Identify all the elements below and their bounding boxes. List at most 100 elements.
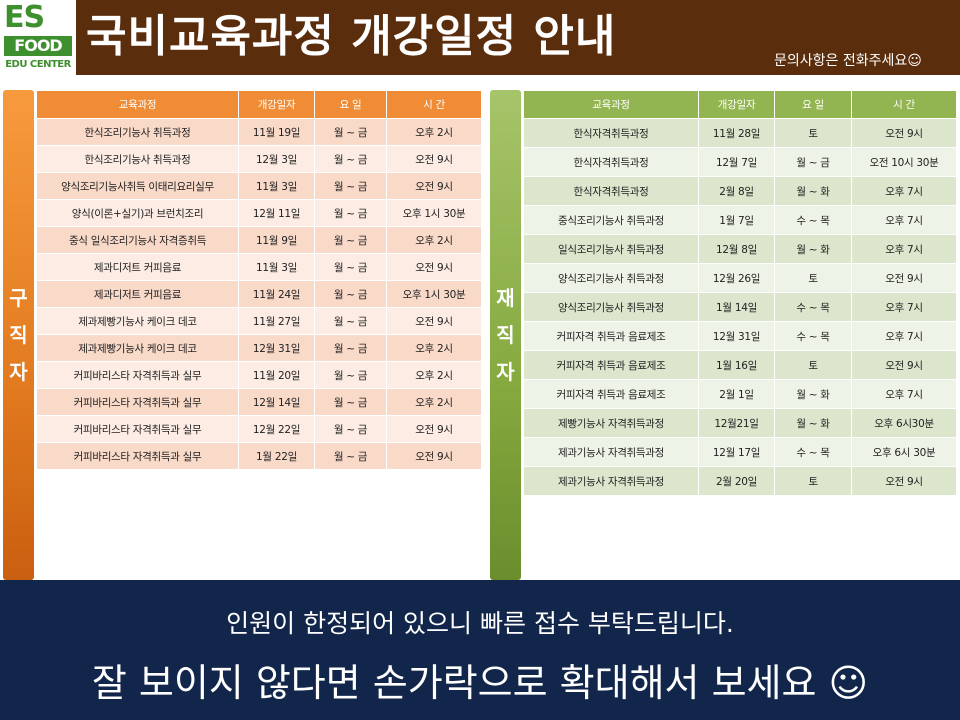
- start-date-cell: 1월 14일: [698, 292, 775, 322]
- course-name-cell: 커피바리스타 자격취득과 실무: [36, 361, 239, 389]
- start-date-cell: 2월 1일: [698, 379, 775, 409]
- logo-es-text: ES: [4, 0, 45, 35]
- column-header: 교육과정: [523, 90, 699, 119]
- time-cell: 오후 7시: [851, 321, 957, 351]
- start-date-cell: 12월 11일: [238, 199, 315, 227]
- weekday-cell: 월 ~ 금: [314, 253, 387, 281]
- time-cell: 오후 2시: [386, 334, 482, 362]
- weekday-cell: 토: [774, 350, 852, 380]
- tab-char: 자: [496, 359, 515, 384]
- table-row: 양식조리기능사 취득과정 1월 14일 수 ~ 목 오후 7시: [523, 292, 957, 322]
- weekday-cell: 토: [774, 118, 852, 148]
- table-row: 커피자격 취득과 음료제조 2월 1일 월 ~ 화 오후 7시: [523, 379, 957, 409]
- column-header: 요 일: [314, 90, 387, 119]
- start-date-cell: 11월 27일: [238, 307, 315, 335]
- start-date-cell: 12월 3일: [238, 145, 315, 173]
- course-name-cell: 한식자격취득과정: [523, 147, 699, 177]
- time-cell: 오후 7시: [851, 292, 957, 322]
- start-date-cell: 12월21일: [698, 408, 775, 438]
- weekday-cell: 월 ~ 금: [774, 147, 852, 177]
- course-name-cell: 양식조리기능사 취득과정: [523, 263, 699, 293]
- time-cell: 오전 9시: [386, 253, 482, 281]
- weekday-cell: 월 ~ 금: [314, 415, 387, 443]
- table-row: 한식자격취득과정 12월 7일 월 ~ 금 오전 10시 30분: [523, 147, 957, 177]
- course-name-cell: 제과디저트 커피음료: [36, 280, 239, 308]
- table-row: 커피바리스타 자격취득과 실무 11월 20일 월 ~ 금 오후 2시: [36, 361, 482, 389]
- table-row: 중식조리기능사 취득과정 1월 7일 수 ~ 목 오후 7시: [523, 205, 957, 235]
- logo-food-text: FOOD: [4, 36, 72, 56]
- time-cell: 오후 7시: [851, 205, 957, 235]
- start-date-cell: 11월 3일: [238, 253, 315, 281]
- time-cell: 오후 1시 30분: [386, 199, 482, 227]
- time-cell: 오전 9시: [851, 350, 957, 380]
- weekday-cell: 월 ~ 화: [774, 234, 852, 264]
- time-cell: 오후 2시: [386, 361, 482, 389]
- table-row: 한식자격취득과정 2월 8일 월 ~ 화 오후 7시: [523, 176, 957, 206]
- course-name-cell: 양식(이론+실기)과 브런치조리: [36, 199, 239, 227]
- weekday-cell: 월 ~ 금: [314, 388, 387, 416]
- table-row: 제과디저트 커피음료 11월 3일 월 ~ 금 오전 9시: [36, 253, 482, 281]
- weekday-cell: 월 ~ 금: [314, 334, 387, 362]
- table-row: 제과제빵기능사 케이크 데코 11월 27일 월 ~ 금 오전 9시: [36, 307, 482, 335]
- time-cell: 오후 1시 30분: [386, 280, 482, 308]
- course-name-cell: 커피자격 취득과 음료제조: [523, 350, 699, 380]
- tab-char: 자: [9, 359, 28, 384]
- table-row: 양식조리기능사 취득과정 12월 26일 토 오전 9시: [523, 263, 957, 293]
- course-name-cell: 일식조리기능사 취득과정: [523, 234, 699, 264]
- start-date-cell: 11월 3일: [238, 172, 315, 200]
- time-cell: 오전 9시: [386, 415, 482, 443]
- tab-char: 직: [9, 322, 28, 347]
- time-cell: 오전 9시: [851, 118, 957, 148]
- weekday-cell: 월 ~ 금: [314, 199, 387, 227]
- footer-banner: 인원이 한정되어 있으니 빠른 접수 부탁드립니다. 잘 보이지 않다면 손가락…: [0, 580, 960, 720]
- es-food-logo: ES FOOD EDU CENTER: [0, 0, 76, 75]
- course-name-cell: 커피바리스타 자격취득과 실무: [36, 388, 239, 416]
- time-cell: 오후 7시: [851, 379, 957, 409]
- table-row: 제과기능사 자격취득과정 12월 17일 수 ~ 목 오후 6시 30분: [523, 437, 957, 467]
- column-header: 교육과정: [36, 90, 239, 119]
- course-name-cell: 제빵기능사 자격취득과정: [523, 408, 699, 438]
- time-cell: 오전 9시: [386, 307, 482, 335]
- logo-edu-center-text: EDU CENTER: [5, 59, 71, 70]
- table-row: 커피자격 취득과 음료제조 12월 31일 수 ~ 목 오후 7시: [523, 321, 957, 351]
- table-row: 양식(이론+실기)과 브런치조리 12월 11일 월 ~ 금 오후 1시 30분: [36, 199, 482, 227]
- time-cell: 오전 9시: [386, 145, 482, 173]
- table-row: 커피바리스타 자격취득과 실무 12월 14일 월 ~ 금 오후 2시: [36, 388, 482, 416]
- header-banner: ES FOOD EDU CENTER 국비교육과정 개강일정 안내 문의사항은 …: [0, 0, 960, 75]
- employee-tab: 재 직 자: [490, 90, 521, 580]
- course-name-cell: 커피자격 취득과 음료제조: [523, 321, 699, 351]
- table-row: 한식자격취득과정 11월 28일 토 오전 9시: [523, 118, 957, 148]
- time-cell: 오후 7시: [851, 234, 957, 264]
- time-cell: 오전 9시: [851, 263, 957, 293]
- time-cell: 오전 9시: [386, 172, 482, 200]
- weekday-cell: 월 ~ 금: [314, 226, 387, 254]
- start-date-cell: 11월 20일: [238, 361, 315, 389]
- start-date-cell: 2월 8일: [698, 176, 775, 206]
- course-name-cell: 제과제빵기능사 케이크 데코: [36, 334, 239, 362]
- time-cell: 오후 2시: [386, 388, 482, 416]
- time-cell: 오후 6시 30분: [851, 437, 957, 467]
- time-cell: 오전 9시: [851, 466, 957, 496]
- course-name-cell: 양식조리기능사취득 이태리요리실무: [36, 172, 239, 200]
- column-header: 개강일자: [698, 90, 775, 119]
- tab-char: 재: [496, 285, 515, 310]
- footer-zoom-hint: 잘 보이지 않다면 손가락으로 확대해서 보세요 ☺: [91, 661, 869, 705]
- start-date-cell: 12월 22일: [238, 415, 315, 443]
- table-row: 커피자격 취득과 음료제조 1월 16일 토 오전 9시: [523, 350, 957, 380]
- start-date-cell: 11월 9일: [238, 226, 315, 254]
- table-row: 중식 일식조리기능사 자격증취득 11월 9일 월 ~ 금 오후 2시: [36, 226, 482, 254]
- course-name-cell: 커피자격 취득과 음료제조: [523, 379, 699, 409]
- start-date-cell: 12월 26일: [698, 263, 775, 293]
- contact-note: 문의사항은 전화주세요☺: [774, 53, 922, 69]
- weekday-cell: 수 ~ 목: [774, 437, 852, 467]
- weekday-cell: 토: [774, 263, 852, 293]
- start-date-cell: 12월 17일: [698, 437, 775, 467]
- table-row: 제빵기능사 자격취득과정 12월21일 월 ~ 화 오후 6시30분: [523, 408, 957, 438]
- weekday-cell: 수 ~ 목: [774, 292, 852, 322]
- start-date-cell: 1월 16일: [698, 350, 775, 380]
- start-date-cell: 12월 7일: [698, 147, 775, 177]
- footer-notice: 인원이 한정되어 있으니 빠른 접수 부탁드립니다.: [226, 609, 734, 638]
- start-date-cell: 1월 7일: [698, 205, 775, 235]
